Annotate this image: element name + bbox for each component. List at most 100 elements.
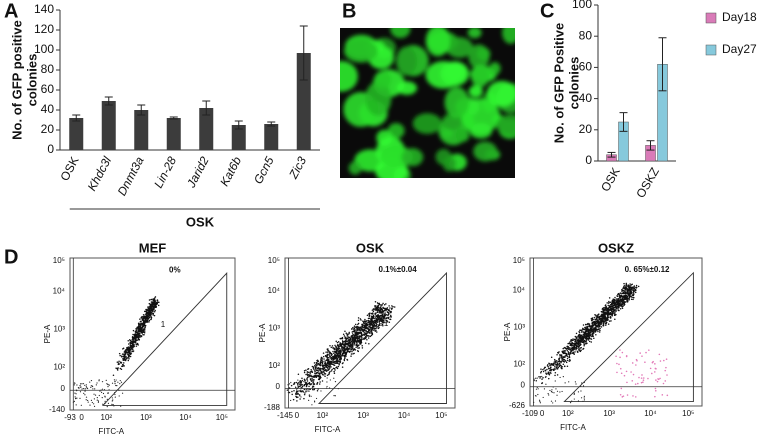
event-dot	[368, 317, 371, 320]
event-dot	[376, 318, 378, 320]
event-dot	[82, 383, 85, 385]
event-dot	[335, 361, 338, 363]
event-dot	[96, 382, 98, 384]
event-dot	[624, 297, 626, 299]
event-dot	[555, 359, 558, 362]
event-dot	[586, 325, 589, 328]
event-dot	[613, 301, 616, 303]
plot-title: MEF	[139, 240, 167, 255]
event-dot	[631, 380, 634, 382]
x-tick-label: 10⁴	[179, 413, 192, 422]
event-dot	[335, 360, 337, 362]
event-dot	[600, 326, 603, 328]
event-dot	[585, 326, 588, 328]
event-dot	[666, 394, 669, 397]
plot-frame	[529, 257, 703, 407]
event-dot	[381, 323, 384, 326]
panel-label: B	[342, 0, 356, 22]
event-dot	[386, 308, 388, 310]
event-dot	[582, 328, 585, 331]
event-dot	[605, 309, 608, 312]
event-dot	[591, 317, 594, 319]
event-dot	[560, 356, 563, 359]
colony	[425, 28, 451, 57]
event-dot	[378, 310, 380, 313]
event-dot	[547, 367, 550, 370]
event-dot	[74, 392, 76, 394]
event-dot	[134, 339, 137, 341]
event-dot	[612, 304, 615, 307]
event-dot	[136, 331, 138, 333]
event-dot	[357, 347, 359, 349]
event-dot	[148, 321, 150, 323]
event-dot	[291, 393, 293, 396]
event-dot	[308, 375, 310, 378]
event-dot	[332, 367, 335, 370]
event-dot	[133, 333, 136, 336]
event-dot	[147, 315, 149, 317]
event-dot	[322, 368, 325, 371]
event-dot	[615, 300, 618, 303]
event-dot	[341, 347, 343, 349]
event-dot	[615, 298, 617, 300]
event-dot	[645, 351, 647, 354]
bar	[166, 118, 181, 150]
event-dot	[565, 354, 568, 357]
event-dot	[135, 327, 137, 330]
event-dot	[321, 359, 323, 361]
event-dot	[127, 347, 129, 349]
event-dot	[316, 383, 319, 385]
event-dot	[319, 381, 321, 383]
event-dot	[344, 352, 347, 354]
event-dot	[154, 296, 157, 298]
event-dot	[360, 338, 362, 341]
x-tick-label: 0	[295, 411, 300, 420]
event-dot	[102, 392, 105, 395]
event-dot	[590, 341, 592, 343]
event-dot	[362, 331, 365, 333]
event-dot	[317, 366, 320, 369]
event-dot	[307, 390, 309, 392]
event-dot	[583, 395, 585, 398]
event-dot	[537, 393, 539, 396]
event-dot	[648, 349, 650, 351]
y-tick-label: 10³	[53, 325, 65, 334]
event-dot	[309, 375, 312, 377]
event-dot	[581, 329, 583, 331]
event-dot	[154, 305, 156, 307]
event-dot	[292, 383, 295, 385]
event-dot	[618, 309, 620, 312]
event-dot	[326, 363, 328, 366]
colony	[496, 114, 515, 137]
event-dot	[312, 383, 314, 385]
event-dot	[307, 382, 310, 385]
colony	[476, 47, 491, 61]
colony	[412, 113, 442, 134]
event-dot	[348, 336, 351, 339]
event-dot	[383, 307, 386, 310]
event-dot	[376, 309, 379, 312]
event-dot	[556, 374, 559, 376]
event-dot	[621, 298, 623, 300]
event-dot	[384, 312, 386, 314]
event-dot	[381, 304, 384, 306]
event-dot	[143, 319, 146, 322]
event-dot	[144, 317, 147, 319]
event-dot	[579, 335, 582, 338]
event-dot	[601, 318, 604, 320]
event-dot	[582, 331, 585, 333]
event-dot	[368, 328, 370, 331]
event-dot	[152, 299, 155, 302]
event-dot	[310, 369, 312, 371]
event-dot	[578, 330, 580, 333]
event-dot	[341, 366, 344, 368]
event-dot	[588, 340, 591, 343]
event-dot	[548, 363, 551, 365]
event-dot	[100, 391, 103, 394]
colony	[470, 64, 490, 88]
event-dot	[85, 399, 87, 401]
event-dot	[600, 310, 603, 313]
event-dot	[598, 318, 601, 321]
event-dot	[344, 356, 346, 358]
